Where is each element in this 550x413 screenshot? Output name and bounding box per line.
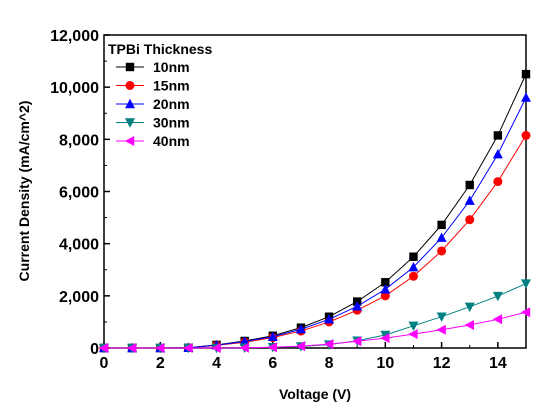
data-point-15nm — [493, 177, 503, 187]
series-line-30nm — [104, 283, 527, 349]
data-point-40nm — [183, 343, 193, 353]
legend-title: TPBi Thickness — [108, 41, 212, 57]
data-point-40nm — [492, 314, 503, 325]
data-point-40nm — [267, 342, 277, 353]
data-point-40nm — [239, 342, 249, 353]
data-point-40nm — [126, 343, 137, 353]
x-tick-label: 0 — [100, 355, 109, 372]
data-point-15nm — [380, 291, 390, 301]
data-point-40nm — [211, 343, 221, 353]
legend-marker-20nm — [125, 98, 135, 109]
y-tick-label: 0 — [90, 341, 99, 358]
data-point-40nm — [520, 307, 531, 318]
x-axis-title: Voltage (V) — [279, 386, 351, 402]
series-line-40nm — [104, 311, 527, 349]
data-point-40nm — [323, 339, 334, 350]
y-tick-label: 4,000 — [59, 237, 99, 254]
legend-marker-40nm — [124, 136, 135, 146]
legend-marker-15nm — [125, 81, 135, 90]
series-layer — [98, 69, 531, 354]
x-tick-label: 14 — [489, 355, 507, 372]
x-tick-label: 2 — [156, 355, 165, 372]
data-point-40nm — [155, 343, 165, 353]
data-point-20nm — [436, 232, 447, 242]
series-40nm — [98, 307, 531, 353]
x-tick-label: 8 — [325, 355, 334, 372]
data-point-20nm — [352, 301, 363, 311]
legend-label-40nm: 40nm — [153, 133, 190, 149]
data-point-10nm — [437, 220, 446, 230]
ticks-layer: 0 2 4 6 8 10 12 14 0 2,000 4,000 6,000 8,000 10,000 12… — [50, 28, 507, 372]
data-point-30nm — [492, 291, 503, 302]
series-30nm — [99, 279, 531, 354]
data-point-40nm — [98, 343, 109, 353]
y-axis-title: Current Density (mA/cm^2) — [16, 101, 32, 282]
data-point-40nm — [380, 333, 390, 344]
legend-label-10nm: 10nm — [153, 59, 190, 75]
data-point-15nm — [521, 130, 531, 140]
data-point-30nm — [408, 321, 419, 332]
data-point-20nm — [492, 149, 503, 159]
y-tick-label: 10,000 — [50, 80, 99, 97]
legend-label-20nm: 20nm — [153, 96, 190, 112]
data-point-15nm — [465, 215, 475, 225]
data-point-20nm — [295, 324, 306, 334]
series-15nm — [99, 130, 531, 353]
data-point-30nm — [464, 302, 475, 312]
legend-marker-10nm — [125, 62, 135, 72]
data-point-30nm — [436, 312, 447, 322]
legend-item-40nm: 40nm — [116, 133, 190, 149]
x-tick-label: 4 — [212, 355, 221, 372]
data-point-20nm — [408, 261, 419, 272]
data-point-40nm — [436, 324, 446, 335]
data-point-10nm — [465, 180, 474, 190]
legend-item-15nm: 15nm — [116, 78, 190, 94]
data-point-10nm — [409, 252, 418, 261]
x-tick-label: 10 — [376, 355, 394, 372]
legend: TPBi Thickness 10nm 15nm 20nm 30nm 40nm — [108, 41, 212, 149]
data-point-40nm — [295, 341, 306, 352]
data-point-10nm — [381, 278, 390, 287]
legend-label-30nm: 30nm — [153, 115, 190, 131]
legend-item-10nm: 10nm — [116, 59, 190, 75]
data-point-20nm — [239, 336, 250, 346]
x-tick-label: 12 — [433, 355, 451, 372]
legend-item-30nm: 30nm — [116, 115, 190, 131]
data-point-40nm — [464, 320, 474, 331]
series-line-15nm — [104, 135, 527, 349]
data-point-20nm — [324, 314, 335, 324]
data-point-20nm — [380, 284, 391, 294]
data-point-30nm — [521, 279, 531, 289]
y-tick-label: 6,000 — [59, 185, 99, 202]
x-tick-label: 6 — [268, 355, 277, 372]
data-point-20nm — [521, 92, 531, 102]
data-point-40nm — [408, 329, 418, 340]
legend-marker-30nm — [125, 118, 135, 128]
data-point-15nm — [408, 271, 418, 281]
y-tick-label: 12,000 — [50, 28, 99, 45]
data-point-10nm — [521, 69, 531, 79]
legend-label-15nm: 15nm — [153, 78, 190, 94]
data-point-10nm — [493, 131, 503, 140]
data-point-20nm — [267, 331, 278, 341]
data-point-20nm — [464, 195, 475, 205]
data-point-40nm — [352, 336, 362, 347]
y-tick-label: 2,000 — [59, 289, 99, 306]
data-point-15nm — [437, 246, 447, 256]
series-10nm — [99, 69, 531, 353]
legend-item-20nm: 20nm — [116, 96, 190, 112]
y-tick-label: 8,000 — [59, 132, 99, 149]
